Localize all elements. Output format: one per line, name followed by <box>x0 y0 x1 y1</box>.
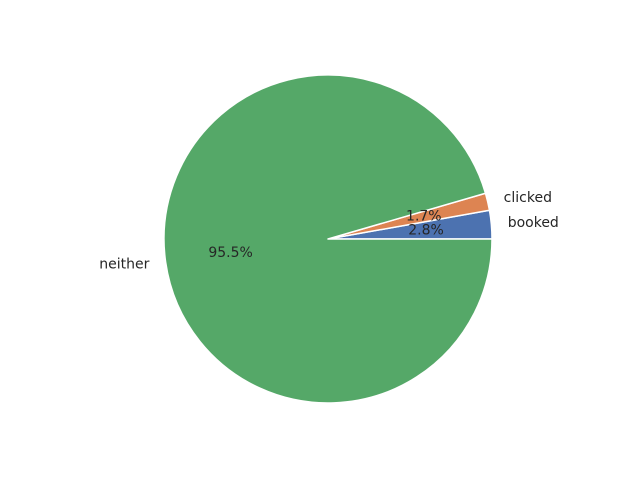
slice-pct-neither: 95.5% <box>208 245 252 261</box>
pie-labels: booked 2.8% clicked 1.7% neither 95.5% <box>99 190 559 272</box>
slice-label-booked: booked <box>508 215 559 231</box>
slice-pct-clicked: 1.7% <box>406 209 442 225</box>
pie-slices <box>163 74 493 404</box>
slice-pct-booked: 2.8% <box>408 222 444 238</box>
pie-slice-neither <box>163 74 493 404</box>
slice-label-neither: neither <box>99 256 149 272</box>
slice-label-clicked: clicked <box>504 190 552 206</box>
